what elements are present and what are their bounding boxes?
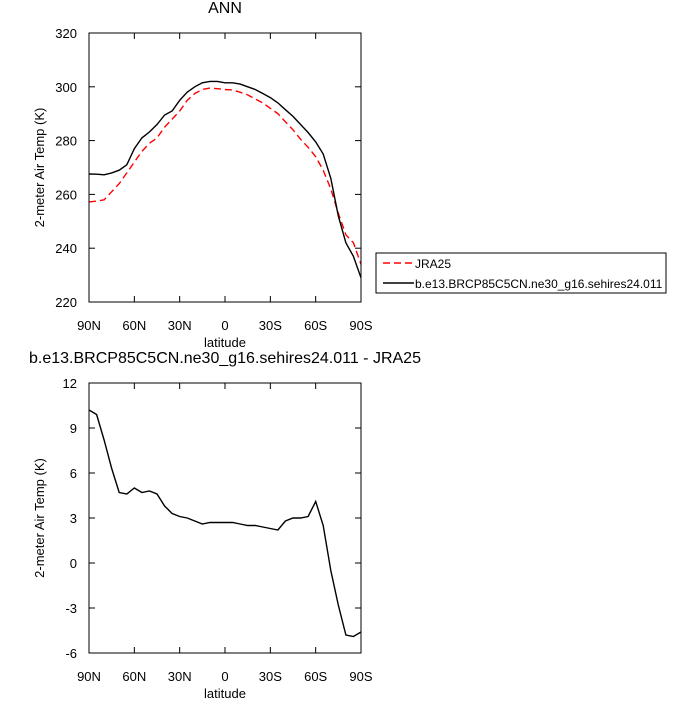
chart-title: ANN [208,0,242,17]
x-axis-label: latitude [204,686,246,700]
chart-title: b.e13.BRCP85C5CN.ne30_g16.sehires24.011 … [29,350,421,367]
y-tick-label: -3 [65,601,77,616]
plot-frame [88,32,362,303]
x-tick-label: 30N [168,318,192,333]
y-tick-label: 0 [70,556,77,571]
x-tick-label: 30S [259,318,282,333]
data-line [88,80,362,279]
y-tick-label: 300 [55,80,77,95]
y-tick-label: 3 [70,511,77,526]
x-tick-label: 90N [77,669,101,684]
legend-label: JRA25 [415,257,451,271]
data-line [88,409,362,638]
y-tick-label: 9 [70,421,77,436]
x-tick-label: 0 [221,318,228,333]
y-tick-label: 6 [70,466,77,481]
y-tick-label: 280 [55,134,77,149]
y-axis-label: 2-meter Air Temp (K) [32,458,47,578]
x-tick-label: 60N [122,669,146,684]
x-tick-label: 60S [304,669,327,684]
x-tick-label: 90S [349,669,372,684]
y-tick-label: 220 [55,295,77,310]
y-tick-label: 260 [55,187,77,202]
y-tick-label: 12 [63,376,77,391]
legend-box [375,252,667,294]
x-tick-label: 60N [122,318,146,333]
y-tick-label: -6 [65,646,77,661]
y-tick-label: 320 [55,26,77,41]
legend-label: b.e13.BRCP85C5CN.ne30_g16.sehires24.011 [415,277,663,291]
plot-frame [88,382,362,654]
x-tick-label: 90S [349,318,372,333]
x-tick-label: 90N [77,318,101,333]
data-line [88,87,362,265]
x-tick-label: 60S [304,318,327,333]
x-tick-label: 30N [168,669,192,684]
x-axis-label: latitude [204,335,246,350]
y-tick-label: 240 [55,241,77,256]
x-tick-label: 30S [259,669,282,684]
x-tick-label: 0 [221,669,228,684]
y-axis-label: 2-meter Air Temp (K) [32,108,47,228]
